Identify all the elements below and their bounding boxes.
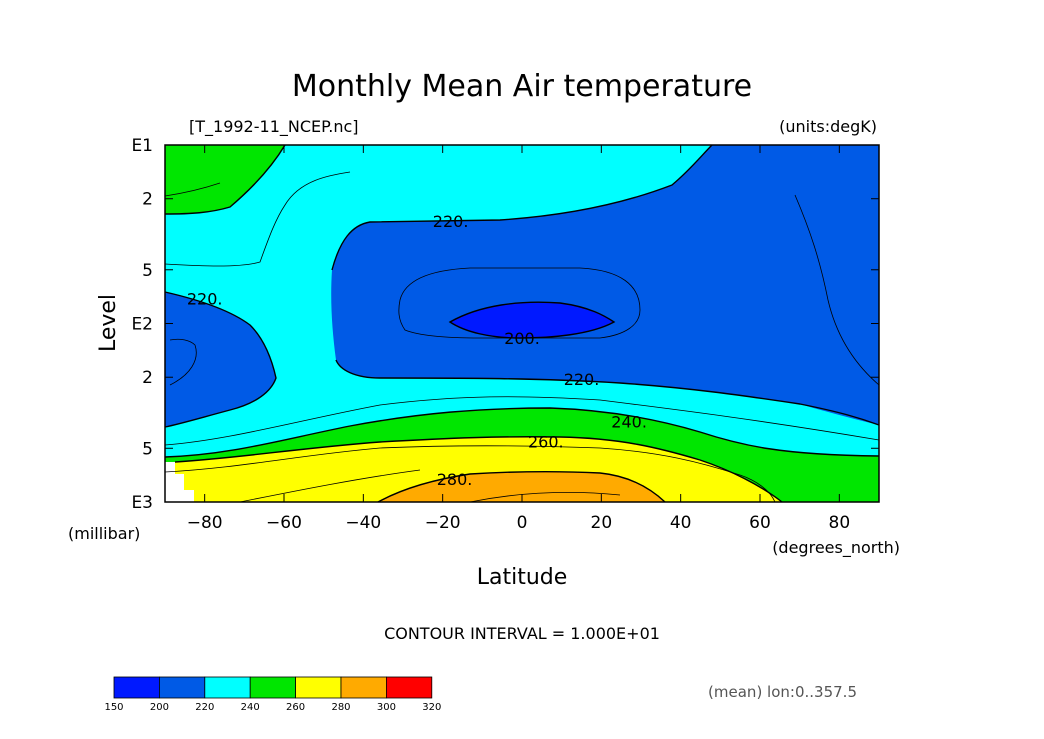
colorbar-label: 280 — [331, 702, 350, 713]
x-tick-label: −60 — [266, 513, 302, 533]
contour-label: 220. — [433, 212, 469, 231]
y-axis-title: Level — [96, 294, 121, 352]
colorbar-swatch — [385, 676, 433, 699]
colorbar-label: 300 — [377, 702, 396, 713]
y-tick-label: 5 — [142, 439, 153, 459]
colorbar-swatch — [340, 676, 387, 699]
x-tick-label: 40 — [670, 513, 692, 533]
colorbar-swatch — [158, 676, 206, 699]
y-tick-label: 2 — [142, 190, 153, 210]
contour-interval-label: CONTOUR INTERVAL = 1.000E+01 — [384, 624, 660, 643]
y-tick-label: E2 — [131, 315, 153, 335]
y-units-label: (millibar) — [68, 524, 140, 543]
band-150-200-core — [450, 302, 614, 338]
colorbar-label: 260 — [286, 702, 305, 713]
x-tick-label: −80 — [187, 513, 223, 533]
y-tick-label: E1 — [131, 136, 153, 156]
y-axis-ticks: E1 2 5 E2 2 5 E3 — [131, 136, 879, 513]
x-tick-label: 0 — [517, 513, 528, 533]
x-tick-label: 80 — [829, 513, 851, 533]
colorbar-swatch — [204, 676, 251, 699]
colorbar-label: 320 — [422, 702, 441, 713]
contour-label: 200. — [504, 329, 540, 348]
contour-label: 220. — [187, 290, 223, 309]
x-tick-label: 20 — [591, 513, 613, 533]
contour-label: 280. — [437, 470, 473, 489]
plot-area: 220. 220. 200. 220. 240. 260. 280. — [164, 144, 880, 503]
contour-label: 220. — [564, 370, 600, 389]
contour-lines-bold — [164, 144, 880, 503]
colorbar-label: 200 — [150, 702, 169, 713]
colorbar-label: 220 — [195, 702, 214, 713]
source-file-label: [T_1992-11_NCEP.nc] — [189, 117, 359, 137]
x-tick-label: 60 — [749, 513, 771, 533]
colorbar-label: 150 — [104, 702, 123, 713]
contour-lines — [164, 171, 880, 503]
colorbar-swatch — [113, 676, 160, 699]
units-label: (units:degK) — [779, 117, 877, 136]
band-240-260-topleft — [165, 145, 285, 214]
y-tick-label: E3 — [131, 493, 153, 513]
y-tick-label: 5 — [142, 261, 153, 281]
contour-label: 240. — [611, 413, 647, 432]
mean-longitude-label: (mean) lon:0..357.5 — [708, 683, 857, 701]
x-tick-label: −20 — [425, 513, 461, 533]
missing-data-corner — [165, 462, 194, 502]
y-tick-label: 2 — [142, 368, 153, 388]
band-200-220-left — [165, 292, 276, 427]
x-axis-title: Latitude — [477, 565, 568, 590]
colorbar-swatch — [249, 676, 296, 699]
x-units-label: (degrees_north) — [772, 538, 900, 558]
x-tick-label: −40 — [345, 513, 381, 533]
band-200-220-upper — [331, 145, 879, 425]
chart-title: Monthly Mean Air temperature — [292, 69, 752, 104]
contour-labels: 220. 220. 200. 220. 240. 260. 280. — [187, 212, 647, 489]
band-280-300 — [378, 471, 665, 502]
colorbar: 150 200 220 240 260 280 300 320 — [104, 676, 441, 713]
contour-label: 260. — [528, 432, 564, 451]
colorbar-label: 240 — [241, 702, 260, 713]
x-axis-ticks: −80 −60 −40 −20 0 20 40 60 80 — [187, 145, 850, 533]
colorbar-swatch — [295, 676, 342, 699]
